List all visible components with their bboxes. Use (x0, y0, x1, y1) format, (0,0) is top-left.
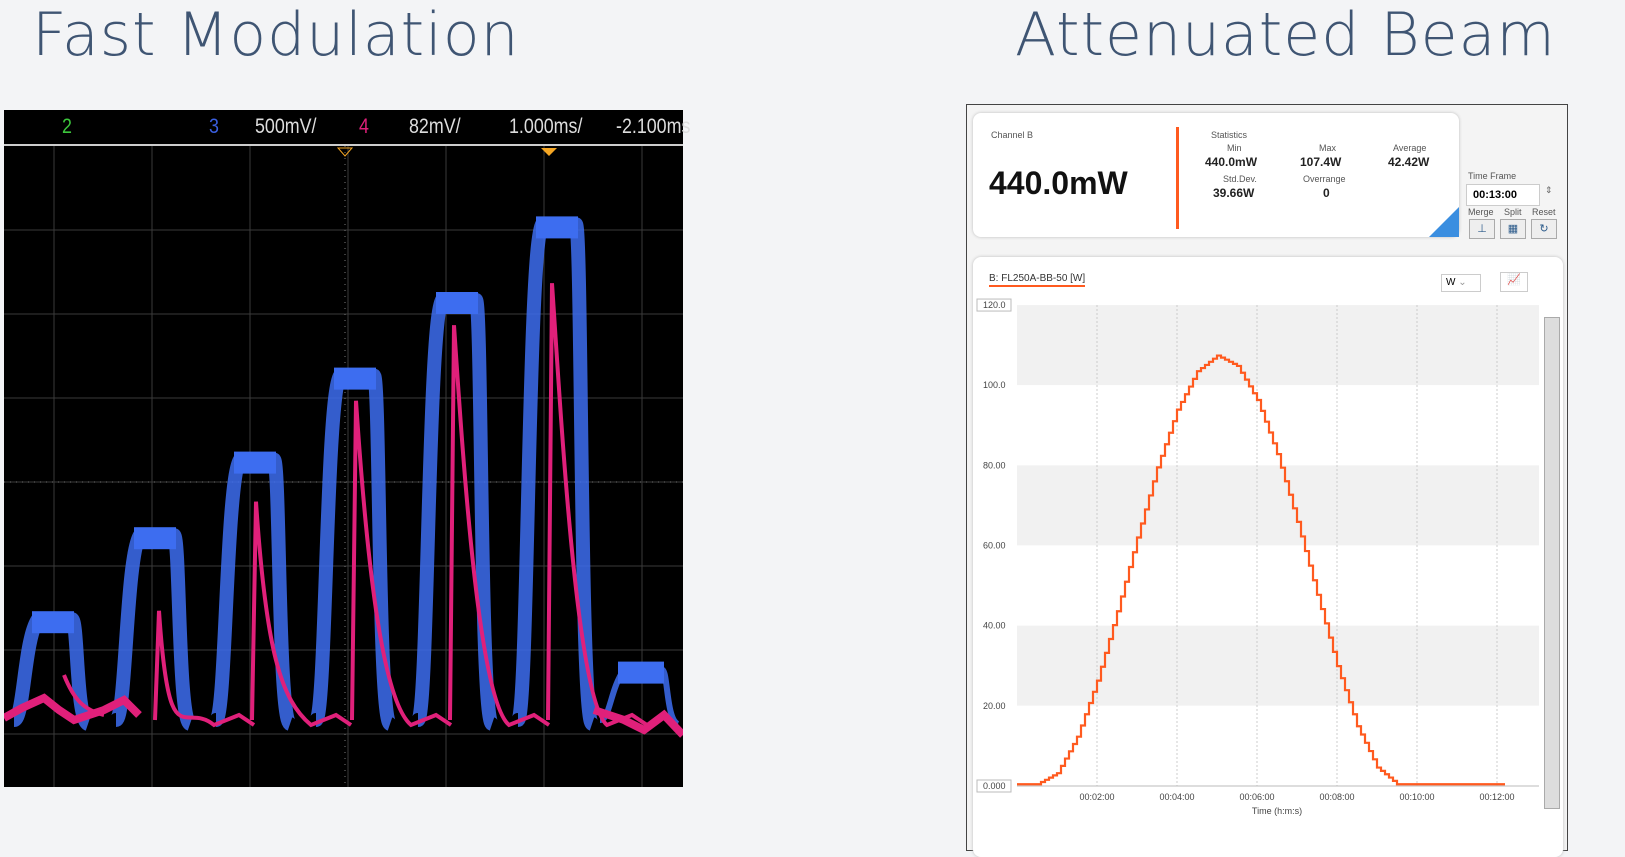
x-axis-label: Time (h:m:s) (1252, 806, 1302, 816)
channel-3-pulse-top (618, 662, 664, 684)
grid-band (1017, 465, 1539, 545)
y-tick-label: 20.00 (983, 701, 1006, 711)
x-tick-label: 00:06:00 (1239, 792, 1274, 802)
x-tick-label: 00:10:00 (1399, 792, 1434, 802)
x-tick-label: 00:12:00 (1479, 792, 1514, 802)
scope-traces (4, 110, 683, 787)
power-series-line (1017, 356, 1505, 785)
y-tick-label: 80.00 (983, 460, 1006, 470)
y-tick-label: 60.00 (983, 541, 1006, 551)
y-tick-label: 120.0 (983, 300, 1006, 310)
channel-4-spike (155, 611, 254, 725)
grid-band (1017, 305, 1539, 385)
channel-3-pulse-top (234, 452, 276, 474)
right-title: Attenuated Beam (1015, 0, 1556, 70)
x-tick-label: 00:04:00 (1159, 792, 1194, 802)
channel-3-pulse (116, 535, 190, 724)
channel-4-spike (252, 502, 351, 725)
channel-3-pulse-top (134, 527, 176, 549)
grid-band (1017, 626, 1539, 706)
y-tick-label: 40.00 (983, 621, 1006, 631)
y-tick-label: 0.000 (983, 781, 1006, 791)
trigger-position-icon (541, 148, 557, 156)
power-meter-app: Channel B 440.0mW Statistics Min 440.0mW… (966, 104, 1568, 851)
left-title: Fast Modulation (32, 0, 520, 70)
channel-3-pulse-top (436, 292, 478, 314)
channel-3-pulse-top (334, 368, 376, 390)
channel-4-spike (548, 283, 647, 725)
x-tick-label: 00:02:00 (1079, 792, 1114, 802)
channel-3-pulse-top (536, 216, 578, 238)
power-chart: 00:02:00 00:04:00 00:06:00 00:08:00 00:10:00… (967, 105, 1567, 850)
y-tick-label: 100.0 (983, 380, 1006, 390)
oscilloscope-screen: 2 3 500mV/ 4 82mV/ 1.000ms/ -2.100ms (4, 110, 683, 787)
channel-3-pulse-top (32, 611, 74, 633)
x-tick-label: 00:08:00 (1319, 792, 1354, 802)
